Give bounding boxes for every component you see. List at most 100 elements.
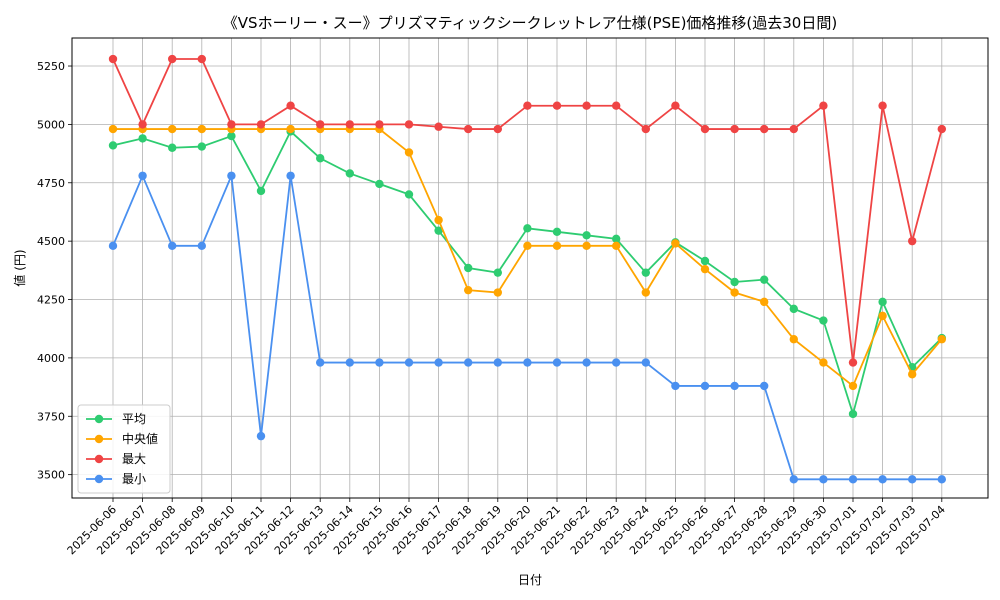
data-point [612, 241, 621, 251]
data-point [168, 54, 177, 64]
data-point [582, 241, 591, 251]
data-point [937, 475, 946, 484]
data-point [552, 358, 562, 367]
data-point [848, 358, 858, 367]
data-point [641, 268, 650, 277]
data-point [197, 54, 206, 64]
data-point [552, 241, 562, 251]
data-point [730, 277, 739, 287]
data-point [730, 288, 739, 297]
data-point [582, 358, 591, 367]
data-point [464, 124, 473, 134]
data-point [937, 124, 946, 134]
data-point [375, 179, 384, 189]
data-point [493, 288, 502, 297]
y-tick-label: 5250 [37, 60, 65, 73]
data-point [908, 475, 917, 484]
data-point [316, 120, 325, 129]
legend-label: 最小 [122, 472, 146, 486]
data-point [434, 215, 443, 225]
data-point [464, 263, 473, 273]
data-point [848, 409, 858, 419]
data-point [937, 335, 946, 344]
y-tick-label: 4250 [37, 294, 65, 307]
data-point [760, 297, 769, 307]
y-axis-label: 値 (円) [12, 249, 27, 286]
series-最小 [108, 171, 946, 484]
data-point [345, 358, 354, 367]
data-point [671, 239, 680, 248]
chart-title: 《VSホーリー・スー》プリズマティックシークレットレア仕様(PSE)価格推移(過… [223, 14, 837, 32]
data-point [523, 358, 532, 367]
legend-item: 最小 [86, 472, 146, 486]
legend-box [77, 404, 171, 494]
data-point [493, 358, 502, 367]
data-point [641, 288, 650, 297]
x-axis-label: 日付 [518, 573, 542, 587]
data-point [641, 124, 650, 134]
data-point [404, 190, 414, 199]
data-point [523, 241, 532, 251]
data-point [760, 275, 769, 284]
data-point [197, 241, 206, 251]
data-point [760, 381, 769, 391]
series-最大 [108, 54, 946, 367]
data-point [641, 358, 650, 367]
data-point [345, 120, 354, 129]
data-point [908, 370, 917, 379]
y-tick-label: 5000 [37, 118, 65, 131]
data-point [789, 304, 798, 314]
series-中央値 [108, 124, 946, 391]
data-point [168, 143, 177, 152]
data-point [404, 358, 414, 367]
data-point [700, 381, 710, 391]
data-point [760, 124, 769, 134]
data-point [878, 101, 887, 110]
data-point [848, 475, 858, 484]
data-point [286, 101, 295, 110]
data-point [434, 226, 443, 235]
data-point [227, 131, 236, 141]
data-point [878, 297, 887, 307]
data-point [197, 124, 206, 134]
data-point [789, 475, 798, 484]
data-point [316, 154, 325, 163]
data-point [256, 120, 266, 129]
legend-item: 中央値 [86, 431, 158, 446]
data-point [878, 475, 887, 484]
data-point [108, 141, 118, 150]
data-point [256, 431, 266, 441]
data-point [404, 148, 414, 157]
data-point [819, 475, 828, 484]
data-point [730, 381, 739, 391]
data-point [345, 169, 354, 178]
data-point [108, 124, 118, 134]
legend-swatch-marker [94, 434, 104, 444]
data-point [612, 101, 621, 110]
data-point [227, 120, 236, 129]
data-point [523, 224, 532, 233]
y-tick-label: 4750 [37, 177, 65, 190]
data-point [286, 171, 295, 180]
data-point [819, 316, 828, 325]
y-tick-label: 3750 [37, 410, 65, 423]
data-point [819, 101, 828, 110]
data-point [552, 101, 562, 110]
legend-label: 平均 [122, 412, 146, 426]
data-point [138, 171, 147, 180]
data-point [138, 120, 147, 129]
legend-swatch-marker [94, 474, 104, 484]
y-tick-label: 4500 [37, 235, 65, 248]
data-point [700, 256, 710, 266]
data-point [789, 124, 798, 134]
legend-swatch-marker [94, 454, 104, 464]
legend-label: 最大 [122, 452, 146, 466]
data-point [671, 101, 680, 110]
data-point [878, 311, 887, 321]
data-point [316, 358, 325, 367]
data-point [108, 54, 118, 64]
data-point [612, 358, 621, 367]
data-point [375, 120, 384, 129]
data-point [227, 171, 236, 180]
